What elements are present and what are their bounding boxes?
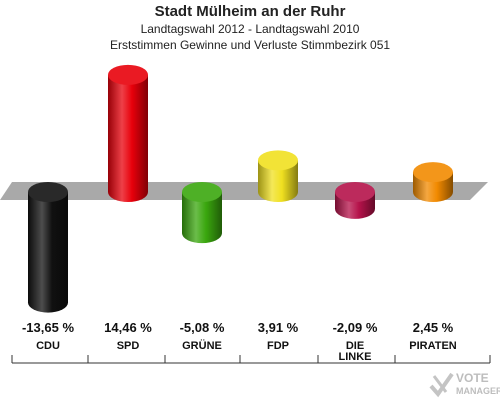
bar-bottom-cap [108,182,148,202]
ballot-check-icon [429,372,454,398]
bar-die-linke [335,182,375,219]
bar-piraten [413,162,453,202]
category-label: DIE [346,340,364,352]
value-label: -2,09 % [333,320,378,335]
bar-bottom-cap [28,292,68,313]
value-label: 3,91 % [258,320,299,335]
bar-top-cap [28,182,68,202]
bar-top-cap [182,182,222,202]
bar-spd [108,64,148,202]
bar-gr-ne [182,182,222,244]
bar-top-cap [108,64,148,85]
bar-top-cap [258,150,298,171]
category-label: PIRATEN [409,340,457,352]
chart-subtitle-2: Erststimmen Gewinne und Verluste Stimmbe… [109,38,391,52]
category-label: SPD [117,340,140,352]
value-label: -13,65 % [22,320,74,335]
value-label: 14,46 % [104,320,152,335]
bar-fdp [258,150,298,202]
bar-bottom-cap [335,198,375,219]
bar-bottom-cap [182,223,222,244]
bar-cdu [28,182,68,313]
value-label: -5,08 % [180,320,225,335]
bar-body [28,192,68,303]
watermark-line1: VOTE [456,371,489,385]
vote-manager-logo: VOTE MANAGER [429,371,500,398]
chart-subtitle: Landtagswahl 2012 - Landtagswahl 2010 [140,22,360,36]
watermark-line2: MANAGER [456,386,500,396]
category-label: GRÜNE [182,339,222,352]
value-label: 2,45 % [413,320,454,335]
bar-bottom-cap [413,182,453,202]
bar-bottom-cap [258,182,298,202]
category-label: CDU [36,340,60,352]
category-label: FDP [267,340,289,352]
bar-body [108,74,148,192]
category-label: LINKE [339,351,372,363]
bar-top-cap [413,162,453,183]
bar-top-cap [335,182,375,202]
chart-title: Stadt Mülheim an der Ruhr [154,3,346,20]
